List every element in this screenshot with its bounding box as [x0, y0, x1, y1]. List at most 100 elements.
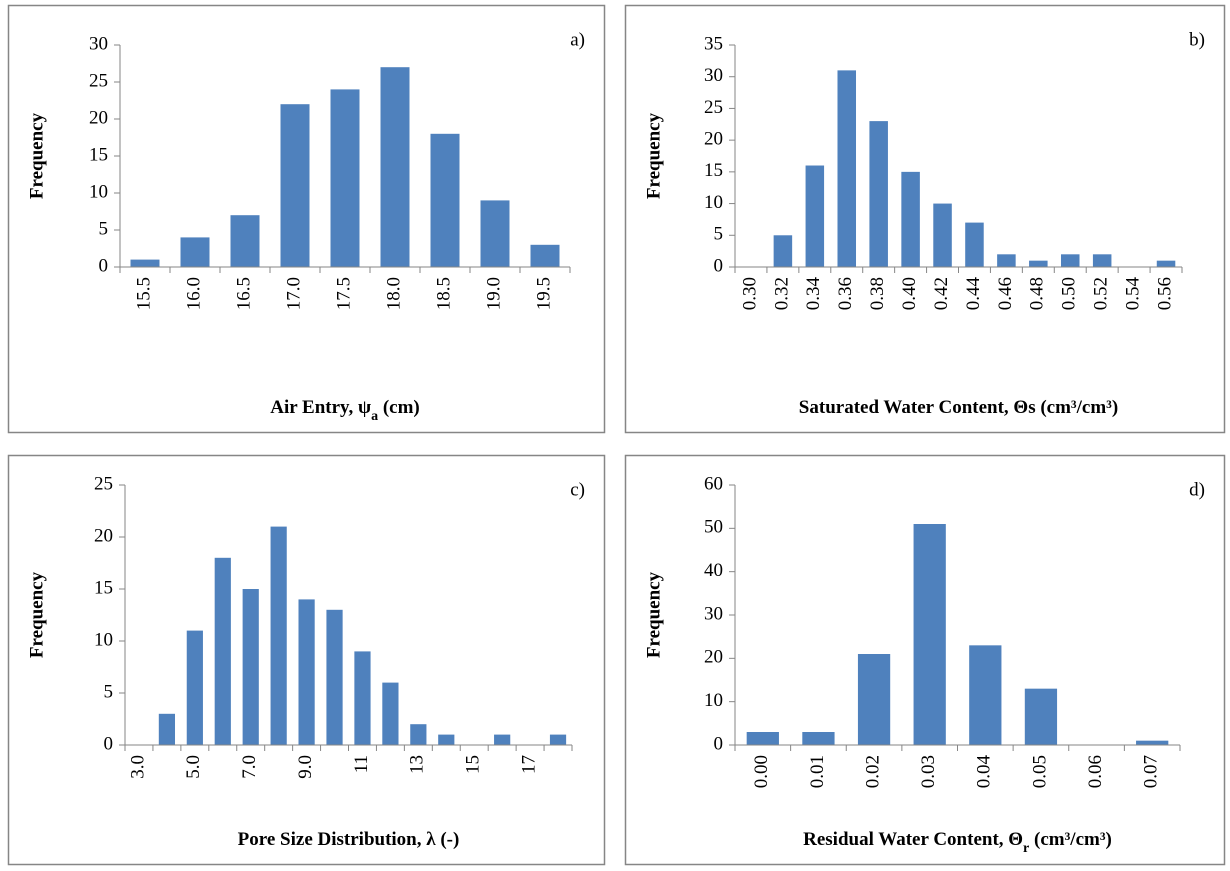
bar [494, 734, 511, 745]
bar [270, 526, 287, 745]
x-tick-label: 0.07 [1141, 755, 1162, 788]
y-tick-label: 10 [704, 690, 723, 711]
x-tick-label: 19.5 [533, 277, 554, 310]
bar [382, 682, 399, 745]
x-tick-label: 15.5 [133, 277, 154, 310]
x-tick-label: 0.34 [803, 277, 824, 311]
panel-label: d) [1189, 479, 1205, 500]
x-tick-label: 15 [463, 755, 484, 774]
y-tick-label: 30 [704, 603, 723, 624]
y-tick-label: 50 [704, 517, 723, 538]
x-tick-label: 0.03 [918, 755, 939, 788]
y-tick-label: 10 [89, 181, 108, 202]
x-tick-label: 16.5 [233, 277, 254, 310]
x-axis-title-part: r [1023, 841, 1029, 856]
x-tick-label: 17.5 [333, 277, 354, 310]
y-tick-label: 60 [704, 473, 723, 494]
y-axis-title: Frequency [643, 571, 664, 658]
x-tick-label: 19.0 [483, 277, 504, 310]
x-axis-title-part: a [371, 409, 378, 424]
x-axis-title-part: Pore Size Distribution, λ (-) [238, 829, 460, 850]
bar [773, 235, 793, 267]
y-tick-label: 35 [704, 33, 723, 54]
panel-border [7, 4, 606, 434]
y-tick-label: 10 [94, 629, 113, 650]
x-tick-label: 0.54 [1122, 277, 1143, 311]
y-tick-label: 0 [714, 733, 724, 754]
y-tick-label: 20 [89, 107, 108, 128]
x-axis-title: Residual Water Content, Θr (cm³/cm³) [803, 829, 1112, 855]
x-tick-label: 5.0 [183, 755, 204, 779]
panel: 3.0 5.0 7.0 9.0 11 13 15 17 0 5 10 15 20 25 c) Frequenc… [7, 454, 606, 866]
y-tick-label: 15 [94, 577, 113, 598]
x-axis-title-part: (cm³/cm³) [1029, 829, 1112, 850]
x-tick-label: 0.30 [739, 277, 760, 310]
bar [280, 104, 310, 267]
bar [997, 254, 1016, 267]
x-tick-label: 0.56 [1154, 277, 1175, 310]
y-tick-label: 15 [704, 160, 723, 181]
bar [549, 734, 567, 745]
y-axis-title: Frequency [643, 112, 664, 199]
x-tick-label: 13 [407, 755, 428, 774]
y-tick-label: 40 [704, 560, 723, 581]
bar [1060, 254, 1080, 267]
x-tick-label: 0.48 [1027, 277, 1048, 310]
x-axis-title: Air Entry, ψa (cm) [270, 397, 420, 423]
bar [969, 645, 1002, 745]
bar [430, 133, 460, 267]
bar [438, 734, 455, 745]
y-tick-label: 5 [99, 218, 109, 239]
y-axis-title: Frequency [26, 112, 47, 199]
x-tick-label: 0.46 [995, 277, 1016, 310]
x-tick-label: 0.04 [974, 755, 995, 789]
bar [901, 171, 920, 267]
x-tick-label: 0.40 [899, 277, 920, 310]
y-axis-title: Frequency [26, 571, 47, 658]
panel-label: a) [570, 29, 585, 50]
x-tick-label: 0.42 [931, 277, 952, 310]
x-tick-label: 16.0 [183, 277, 204, 310]
panel-border [7, 454, 606, 866]
bar [1024, 688, 1058, 745]
x-tick-label: 0.01 [807, 755, 828, 788]
bar [746, 732, 779, 745]
x-tick-label: 11 [351, 755, 372, 773]
x-tick-label: 0.02 [862, 755, 883, 788]
bar [214, 557, 231, 745]
bar [354, 651, 371, 745]
x-tick-label: 0.36 [835, 277, 856, 310]
bar [330, 89, 360, 268]
bar [380, 67, 410, 267]
bar [869, 121, 888, 267]
bar [965, 222, 984, 267]
bar [130, 259, 160, 267]
panel-label: c) [570, 479, 585, 500]
bar [1156, 260, 1176, 267]
panel: 0.00 0.01 0.02 0.03 0.04 0.05 0.06 0.07 0 10 20 30 4… [624, 454, 1226, 866]
bar [410, 724, 427, 745]
bar [186, 630, 203, 745]
x-tick-label: 0.32 [771, 277, 792, 310]
bar [805, 165, 825, 267]
y-tick-label: 20 [704, 647, 723, 668]
x-tick-label: 7.0 [239, 755, 260, 779]
x-tick-label: 0.44 [963, 277, 984, 311]
x-tick-label: 17 [518, 755, 539, 774]
y-tick-label: 10 [704, 192, 723, 213]
y-tick-label: 5 [714, 224, 724, 245]
x-tick-label: 0.38 [867, 277, 888, 310]
x-tick-label: 0.52 [1091, 277, 1112, 310]
bar [1029, 260, 1048, 267]
x-tick-label: 0.05 [1029, 755, 1050, 788]
bar [933, 203, 952, 267]
x-tick-label: 18.0 [383, 277, 404, 310]
x-axis-title: Saturated Water Content, Θs (cm³/cm³) [799, 397, 1118, 418]
panel-label: b) [1189, 29, 1205, 50]
x-tick-label: 17.0 [283, 277, 304, 310]
y-tick-label: 0 [104, 733, 114, 754]
x-axis-title-part: Air Entry, ψ [270, 397, 371, 418]
x-tick-label: 0.00 [751, 755, 772, 788]
bar [230, 215, 260, 267]
bar [158, 713, 176, 745]
